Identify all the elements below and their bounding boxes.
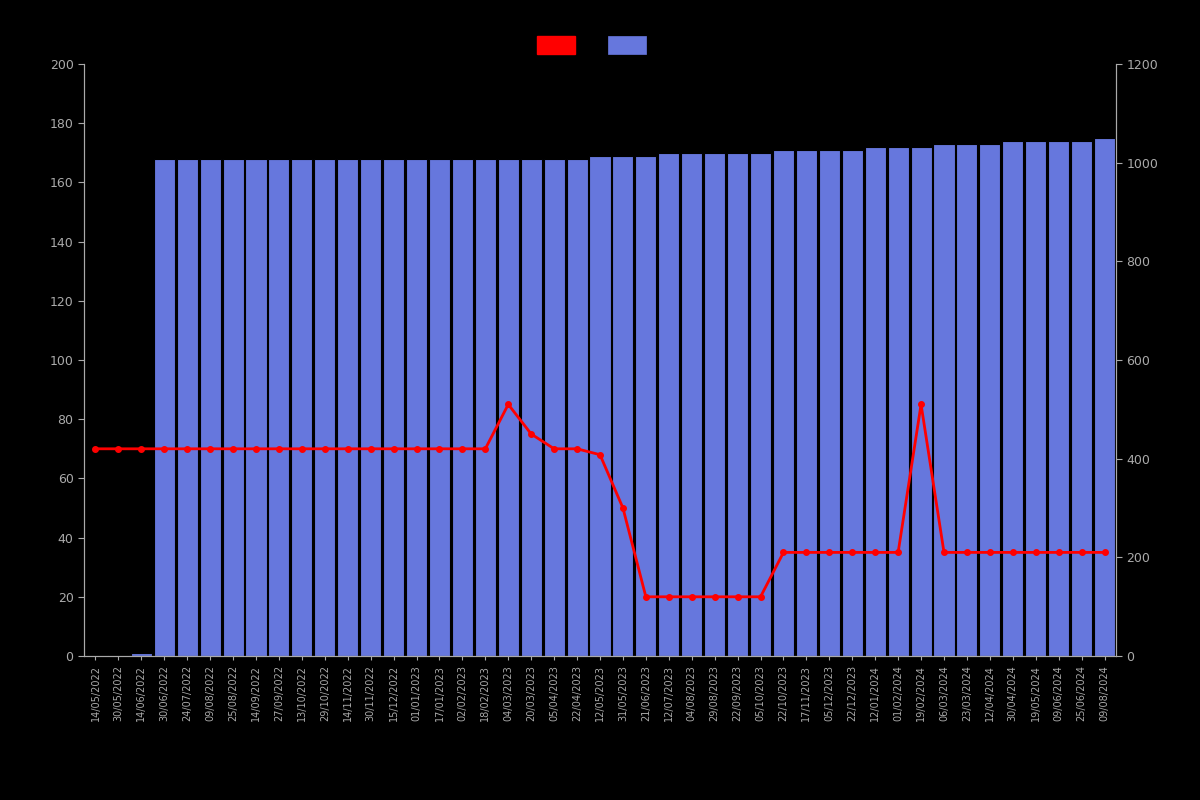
Bar: [199, 158, 221, 656]
Bar: [566, 158, 588, 656]
Bar: [979, 144, 1001, 656]
Bar: [589, 156, 611, 656]
Bar: [292, 158, 312, 656]
Bar: [131, 653, 152, 656]
Bar: [154, 158, 175, 656]
Bar: [521, 158, 541, 656]
Bar: [1025, 141, 1046, 656]
Bar: [796, 150, 817, 656]
Bar: [727, 153, 748, 656]
Bar: [612, 156, 634, 656]
Bar: [360, 158, 382, 656]
Bar: [108, 655, 128, 656]
Legend:  ,  : ,: [530, 30, 670, 60]
Bar: [865, 147, 886, 656]
Bar: [773, 150, 794, 656]
Bar: [934, 144, 954, 656]
Bar: [475, 158, 496, 656]
Bar: [246, 158, 266, 656]
Bar: [818, 150, 840, 656]
Bar: [406, 158, 427, 656]
Bar: [841, 150, 863, 656]
Bar: [222, 158, 244, 656]
Bar: [1048, 141, 1069, 656]
Bar: [176, 158, 198, 656]
Bar: [1002, 141, 1024, 656]
Bar: [337, 158, 359, 656]
Bar: [682, 153, 702, 656]
Bar: [383, 158, 404, 656]
Bar: [498, 158, 518, 656]
Bar: [1072, 141, 1092, 656]
Bar: [911, 147, 931, 656]
Bar: [956, 144, 978, 656]
Bar: [452, 158, 473, 656]
Bar: [428, 158, 450, 656]
Bar: [704, 153, 725, 656]
Bar: [269, 158, 289, 656]
Bar: [888, 147, 908, 656]
Bar: [659, 153, 679, 656]
Bar: [314, 158, 335, 656]
Bar: [544, 158, 565, 656]
Bar: [750, 153, 772, 656]
Bar: [1094, 138, 1115, 656]
Bar: [635, 156, 656, 656]
